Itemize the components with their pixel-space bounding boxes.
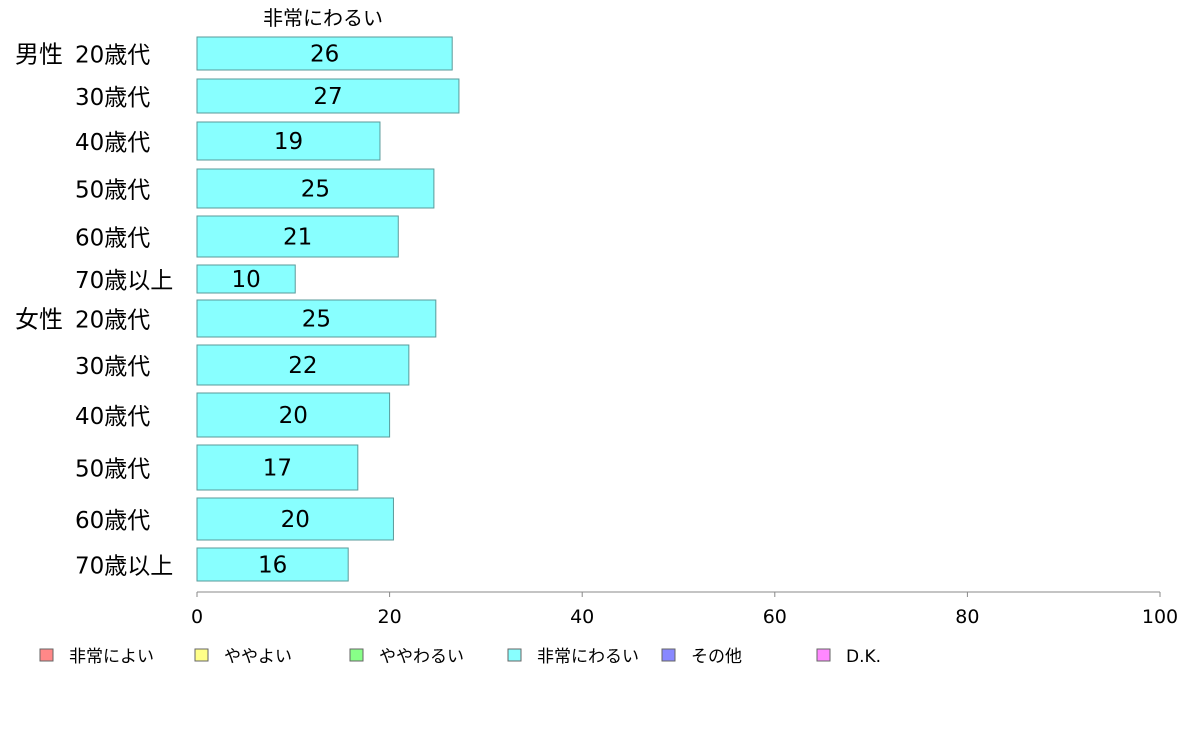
bar (196, 444, 359, 491)
bar (196, 121, 381, 161)
legend-label: ややわるい (379, 647, 464, 667)
bar-value-label: 19 (274, 129, 303, 155)
x-axis: 0 20 40 60 80 100 (191, 591, 1178, 628)
category-label: 40歳代 (75, 130, 150, 156)
bar (196, 264, 296, 294)
bar (196, 36, 453, 71)
legend-swatch (816, 648, 831, 662)
bar (196, 392, 391, 438)
category-label: 30歳代 (75, 85, 150, 111)
legend-swatch (507, 648, 522, 662)
legend-swatch (349, 648, 364, 662)
group-label: 女性 (15, 306, 63, 334)
category-labels: 20歳代男性30歳代40歳代50歳代60歳代70歳以上20歳代女性30歳代40歳… (15, 41, 173, 580)
bar-value-label: 27 (313, 84, 342, 110)
category-label: 70歳以上 (75, 268, 173, 294)
x-tick-label: 20 (378, 606, 402, 628)
legend: 非常によい ややよい ややわるい 非常にわるい その他 D.K. (39, 647, 881, 667)
bars-layer: 26 27 19 25 21 10 25 22 20 17 20 16 (196, 36, 460, 582)
legend-label: ややよい (224, 647, 292, 667)
x-tick-label: 40 (570, 606, 594, 628)
category-label: 50歳代 (75, 178, 150, 204)
bar-value-label: 21 (283, 225, 312, 251)
legend-label: 非常にわるい (537, 647, 639, 667)
category-label: 70歳以上 (75, 554, 173, 580)
legend-label: 非常によい (69, 647, 154, 667)
bar (196, 168, 435, 209)
bar (196, 497, 394, 541)
x-tick-label: 80 (955, 606, 979, 628)
group-label: 男性 (15, 41, 63, 69)
x-tick-label: 60 (763, 606, 787, 628)
bar (196, 547, 349, 582)
bar-value-label: 26 (310, 42, 339, 68)
bar-value-label: 16 (258, 553, 287, 579)
bar-value-label: 25 (301, 177, 330, 203)
category-label: 20歳代 (75, 308, 150, 334)
category-label: 60歳代 (75, 226, 150, 252)
bar-value-label: 22 (288, 353, 317, 379)
bar-value-label: 17 (263, 456, 292, 482)
bar (196, 78, 460, 114)
bar-value-label: 25 (302, 307, 331, 333)
legend-swatch (194, 648, 209, 662)
bar (196, 215, 399, 258)
legend-swatch (39, 648, 54, 662)
series-title: 非常にわるい (263, 6, 383, 30)
category-label: 50歳代 (75, 457, 150, 483)
category-label: 30歳代 (75, 354, 150, 380)
bar (196, 344, 410, 386)
legend-label: その他 (691, 647, 742, 667)
category-label: 20歳代 (75, 43, 150, 69)
bar-value-label: 20 (281, 507, 310, 533)
legend-swatch (661, 648, 676, 662)
category-label: 40歳代 (75, 404, 150, 430)
bar (196, 299, 437, 338)
category-label: 60歳代 (75, 508, 150, 534)
bar-value-label: 10 (231, 267, 260, 293)
x-tick-label: 0 (191, 606, 203, 628)
bar-value-label: 20 (279, 403, 308, 429)
legend-label: D.K. (846, 647, 881, 667)
x-tick-label: 100 (1142, 606, 1178, 628)
